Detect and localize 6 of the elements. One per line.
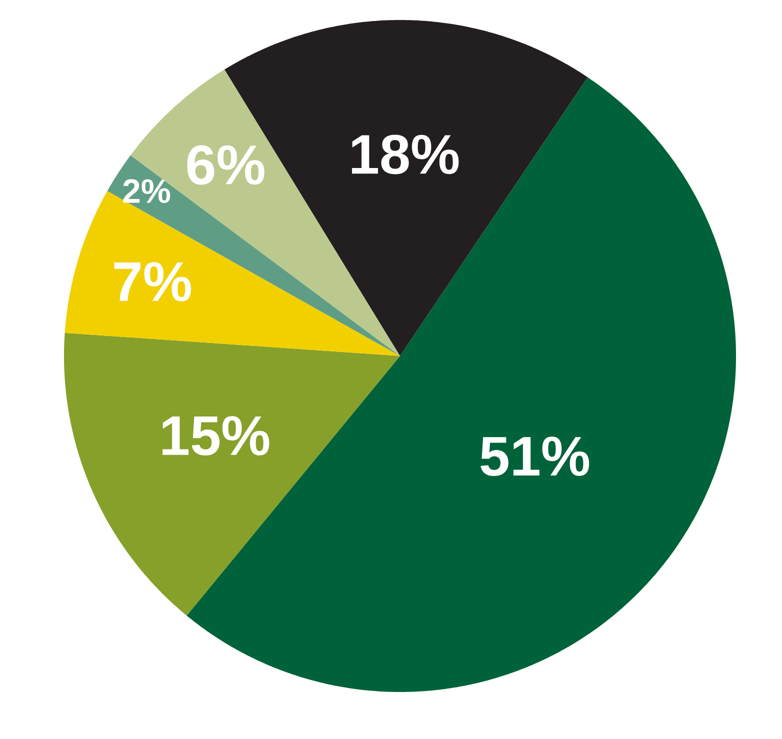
- data-label: 7%: [114, 262, 192, 302]
- data-label: 18%: [352, 134, 459, 174]
- data-label: 51%: [480, 436, 590, 476]
- data-label: 15%: [162, 416, 270, 456]
- data-label: 2%: [123, 179, 170, 204]
- data-label: 6%: [187, 145, 264, 185]
